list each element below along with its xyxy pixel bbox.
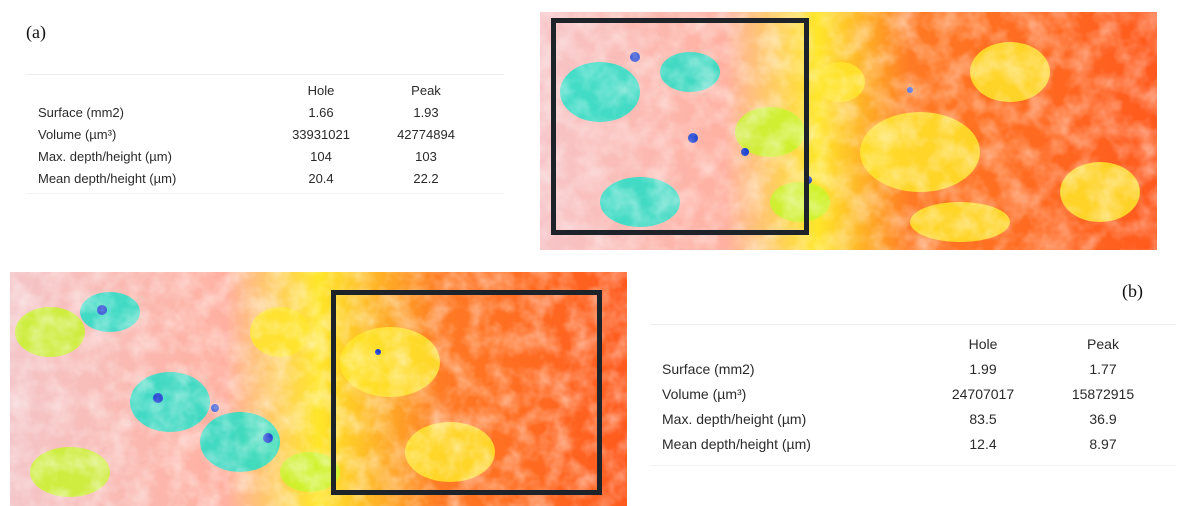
row-label: Surface (mm2)	[38, 104, 124, 120]
header-spacer	[650, 331, 932, 356]
table-header-row: Hole Peak	[26, 79, 482, 101]
row-label: Volume (µm³)	[38, 126, 117, 142]
table-row: Surface (mm2) 1.66 1.93	[26, 101, 482, 123]
hole-value: 20.4	[308, 170, 334, 186]
peak-value: 1.93	[413, 104, 439, 120]
table-row: Max. depth/height (µm) 83.5 36.9	[650, 406, 1172, 431]
column-header-hole: Hole	[968, 335, 998, 352]
table-row: Max. depth/height (µm) 104 103	[26, 145, 482, 167]
row-label: Max. depth/height (µm)	[38, 148, 172, 164]
table-row: Mean depth/height (µm) 12.4 8.97	[650, 431, 1172, 456]
peak-value: 36.9	[1089, 410, 1117, 427]
table-row: Surface (mm2) 1.99 1.77	[650, 356, 1172, 381]
row-label: Mean depth/height (µm)	[662, 435, 811, 452]
column-header-hole: Hole	[307, 82, 335, 98]
panel-a-label: (a)	[26, 22, 46, 42]
peak-value: 8.97	[1089, 435, 1117, 452]
column-header-peak: Peak	[411, 82, 441, 98]
panel-b-table-container: Hole Peak Surface (mm2) 1.99 1.77 Volume…	[650, 324, 1176, 466]
table-row: Mean depth/height (µm) 20.4 22.2	[26, 167, 482, 189]
row-label: Surface (mm2)	[662, 360, 755, 377]
peak-value: 15872915	[1071, 385, 1135, 402]
hole-value: 1.66	[308, 104, 334, 120]
panel-b-label: (b)	[1122, 281, 1143, 301]
panel-a-stats-table: Hole Peak Surface (mm2) 1.66 1.93 Volume…	[26, 79, 482, 189]
hole-value: 83.5	[969, 410, 997, 427]
header-spacer	[26, 79, 272, 101]
peak-value: 1.77	[1089, 360, 1117, 377]
panel-a-region-of-interest-box	[551, 18, 809, 235]
table-row: Volume (µm³) 33931021 42774894	[26, 123, 482, 145]
panel-a-table-container: Hole Peak Surface (mm2) 1.66 1.93 Volume…	[26, 74, 504, 194]
panel-a-surface-map	[540, 12, 1157, 250]
hole-value: 1.99	[969, 360, 997, 377]
table-header-row: Hole Peak	[650, 331, 1172, 356]
panel-b-stats-table: Hole Peak Surface (mm2) 1.99 1.77 Volume…	[650, 331, 1172, 456]
hole-value: 24707017	[951, 385, 1015, 402]
hole-value: 104	[310, 148, 332, 164]
column-header-peak: Peak	[1087, 335, 1119, 352]
hole-value: 33931021	[292, 126, 350, 142]
row-label: Volume (µm³)	[662, 385, 747, 402]
panel-a-surface-map-graphic	[540, 12, 1157, 250]
table-row: Volume (µm³) 24707017 15872915	[650, 381, 1172, 406]
row-label: Max. depth/height (µm)	[662, 410, 807, 427]
peak-value: 103	[415, 148, 437, 164]
hole-value: 12.4	[969, 435, 997, 452]
row-label: Mean depth/height (µm)	[38, 170, 177, 186]
panel-b-region-of-interest-box	[331, 290, 602, 495]
peak-value: 22.2	[413, 170, 439, 186]
peak-value: 42774894	[397, 126, 455, 142]
panel-b-surface-map	[10, 272, 627, 506]
panel-b-surface-map-graphic	[10, 272, 627, 506]
